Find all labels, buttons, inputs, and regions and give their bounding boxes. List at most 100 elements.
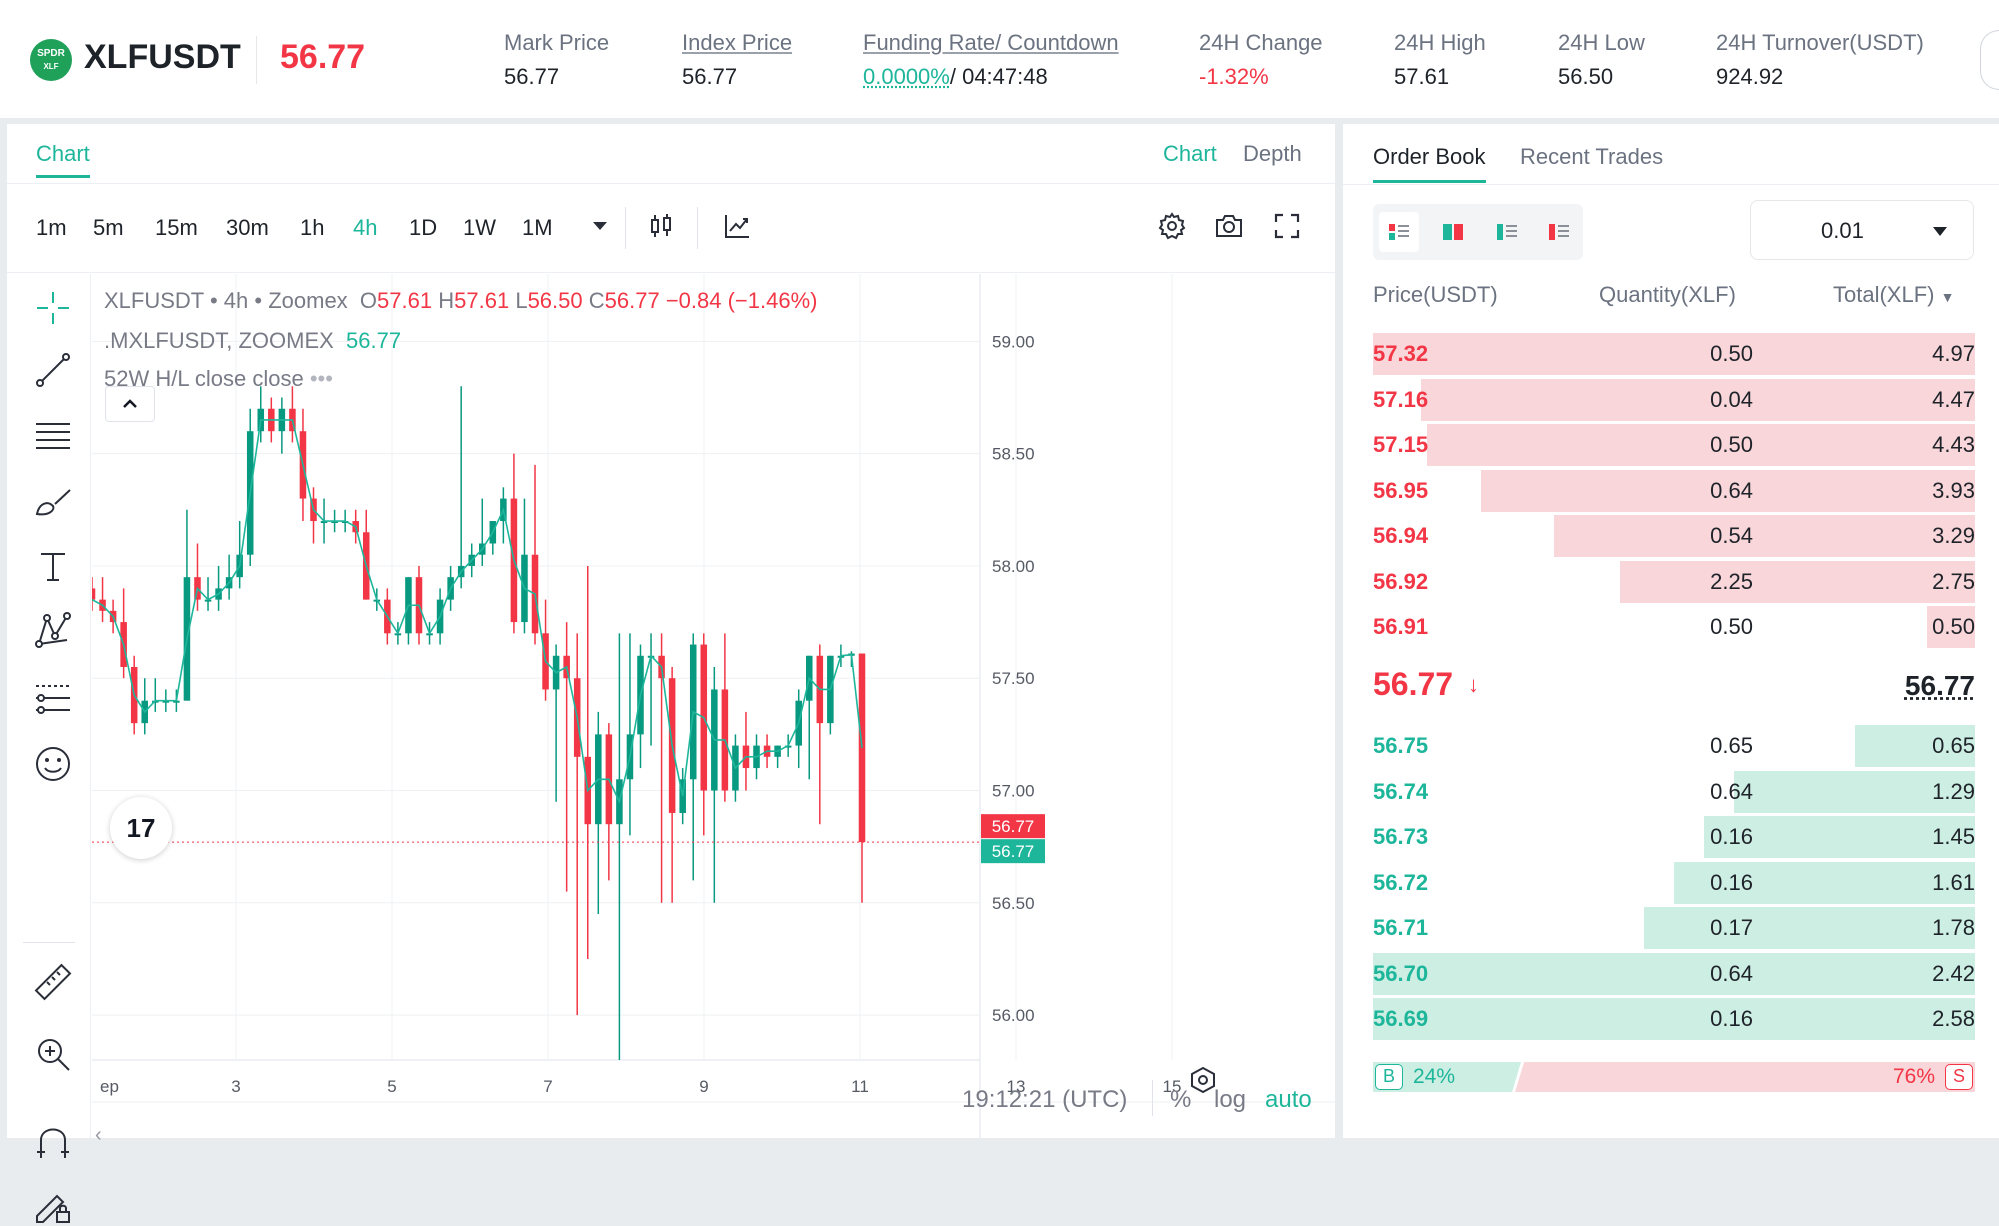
timeframe-dropdown-icon[interactable] (585, 211, 615, 241)
timeframe-1w[interactable]: 1W (463, 215, 496, 240)
ask-row[interactable]: 57.32 0.50 4.97 (1373, 332, 1975, 376)
x-tick-label: 3 (231, 1077, 240, 1096)
row-price: 56.91 (1373, 614, 1429, 639)
ohlc-legend: XLFUSDT • 4h • Zoomex O57.61 H57.61 L56.… (104, 288, 818, 313)
camera-icon[interactable] (1214, 211, 1244, 241)
bid-row[interactable]: 56.72 0.16 1.61 (1373, 861, 1975, 905)
indicators-icon[interactable] (722, 211, 752, 241)
tradingview-logo[interactable]: 17 (110, 797, 172, 859)
col-total-header[interactable]: Total(XLF) ▼ (1833, 282, 1955, 307)
chart-toolbar: 1m 5m 15m 30m 1h 4h 1D 1W 1M (7, 185, 1335, 273)
bid-row[interactable]: 56.73 0.16 1.45 (1373, 815, 1975, 859)
view-bids-button[interactable] (1487, 212, 1527, 252)
funding-countdown: / 04:47:48 (949, 64, 1048, 89)
header-round-button[interactable] (1980, 30, 1999, 90)
row-total: 1.29 (1932, 778, 1975, 804)
precision-select[interactable]: 0.01 (1750, 200, 1974, 260)
arrow-down-icon: ↓ (1468, 672, 1479, 697)
projection-icon[interactable] (33, 678, 73, 718)
pattern-icon[interactable] (33, 610, 73, 650)
axis-settings-icon (1191, 1066, 1215, 1094)
x-tick-label: 7 (543, 1077, 552, 1096)
book-view-selector (1373, 204, 1583, 260)
tab-chart[interactable]: Chart (36, 141, 90, 178)
collapse-toolbar-icon[interactable]: ‹ (95, 1124, 102, 1146)
bid-row[interactable]: 56.70 0.64 2.42 (1373, 952, 1975, 996)
candle-body (173, 700, 180, 703)
timeframe-1h[interactable]: 1h (300, 215, 325, 240)
candle-body (858, 653, 866, 843)
ask-row[interactable]: 56.95 0.64 3.93 (1373, 469, 1975, 513)
utc-clock[interactable]: 19:12:21 (UTC) (962, 1086, 1128, 1113)
view-both-button[interactable] (1379, 212, 1419, 252)
ask-row[interactable]: 57.16 0.04 4.47 (1373, 378, 1975, 422)
stat-24h-turnover: 24H Turnover(USDT) 924.92 (1716, 30, 1924, 89)
stat-funding-rate[interactable]: Funding Rate/ Countdown 0.0000%/ 04:47:4… (863, 30, 1119, 89)
timeframe-4h[interactable]: 4h (353, 215, 378, 240)
timeframe-5m[interactable]: 5m (93, 215, 124, 240)
ask-row[interactable]: 56.92 2.25 2.75 (1373, 560, 1975, 604)
collapse-legend-button[interactable] (105, 386, 155, 422)
row-price: 56.69 (1373, 1006, 1429, 1031)
zoom-in-icon[interactable] (33, 1034, 73, 1074)
candles-icon[interactable] (646, 211, 676, 241)
ask-row[interactable]: 56.94 0.54 3.29 (1373, 514, 1975, 558)
row-qty: 2.25 (1710, 568, 1753, 594)
row-price: 56.75 (1373, 733, 1429, 758)
candle-body (331, 521, 338, 524)
tools-divider (23, 942, 75, 943)
row-qty: 0.16 (1710, 1006, 1753, 1031)
log-toggle[interactable]: log (1214, 1086, 1247, 1113)
crosshair-icon[interactable] (33, 288, 73, 328)
candlestick-chart[interactable]: 59.00 58.50 58.00 57.50 57.00 56.50 56.00 ep 3 5 7… (92, 274, 1335, 1138)
stat-mark-price: Mark Price 56.77 (504, 30, 610, 89)
lock-draw-icon[interactable] (33, 1186, 73, 1226)
ruler-icon[interactable] (33, 962, 73, 1002)
timeframe-30m[interactable]: 30m (226, 215, 269, 240)
col-quantity-header: Quantity(XLF) (1599, 282, 1736, 307)
bid-row[interactable]: 56.71 0.17 1.78 (1373, 906, 1975, 950)
price-axis (980, 274, 1335, 1138)
row-qty: 0.50 (1710, 341, 1753, 366)
settings-gear-icon[interactable] (1157, 211, 1187, 241)
depth-bar (1373, 998, 1975, 1040)
timeframe-1d[interactable]: 1D (409, 215, 438, 240)
timeframe-1m[interactable]: 1m (36, 215, 67, 240)
tab-order-book[interactable]: Order Book (1373, 144, 1486, 183)
timeframe-15m[interactable]: 15m (155, 215, 198, 240)
mid-price: 56.77 (1373, 666, 1454, 702)
tab-chart-view[interactable]: Chart (1163, 141, 1217, 166)
candle-body (320, 521, 328, 524)
view-asks-button[interactable] (1539, 212, 1579, 252)
text-tool-icon[interactable] (33, 546, 73, 586)
x-tick-label: 9 (699, 1077, 708, 1096)
fullscreen-icon[interactable] (1272, 211, 1302, 241)
fib-lines-icon[interactable] (33, 416, 73, 456)
view-split-button[interactable] (1433, 212, 1473, 252)
index-legend: .MXLFUSDT, ZOOMEX 56.77 (104, 328, 402, 353)
stat-index-price[interactable]: Index Price 56.77 (682, 30, 793, 89)
symbol-name[interactable]: XLFUSDT (84, 38, 241, 76)
y-tick-label: 57.50 (992, 669, 1035, 688)
row-qty: 0.54 (1710, 523, 1753, 548)
trend-line-icon[interactable] (33, 350, 73, 390)
tab-recent-trades[interactable]: Recent Trades (1520, 144, 1664, 169)
tab-depth-view[interactable]: Depth (1243, 141, 1302, 166)
ask-row[interactable]: 56.91 0.50 0.50 (1373, 605, 1975, 649)
bid-row[interactable]: 56.75 0.65 0.65 (1373, 724, 1975, 768)
auto-toggle[interactable]: auto (1265, 1086, 1312, 1113)
magnet-icon[interactable] (33, 1122, 73, 1162)
stat-24h-high: 24H High 57.61 (1394, 30, 1486, 89)
bid-row[interactable]: 56.74 0.64 1.29 (1373, 770, 1975, 814)
brush-icon[interactable] (33, 482, 73, 522)
ask-row[interactable]: 57.15 0.50 4.43 (1373, 423, 1975, 467)
mark-price[interactable]: 56.77 (1904, 670, 1975, 701)
price-chart[interactable]: 59.00 58.50 58.00 57.50 57.00 56.50 56.00 ep 3 5 7… (92, 274, 1335, 1138)
depth-bar (1553, 515, 1975, 557)
emoji-icon[interactable] (33, 744, 73, 784)
close-line (92, 419, 863, 805)
stat-24h-low: 24H Low 56.50 (1558, 30, 1645, 89)
percent-toggle[interactable]: % (1170, 1086, 1192, 1113)
timeframe-1m-month[interactable]: 1M (522, 215, 553, 240)
bid-row[interactable]: 56.69 0.16 2.58 (1373, 997, 1975, 1041)
